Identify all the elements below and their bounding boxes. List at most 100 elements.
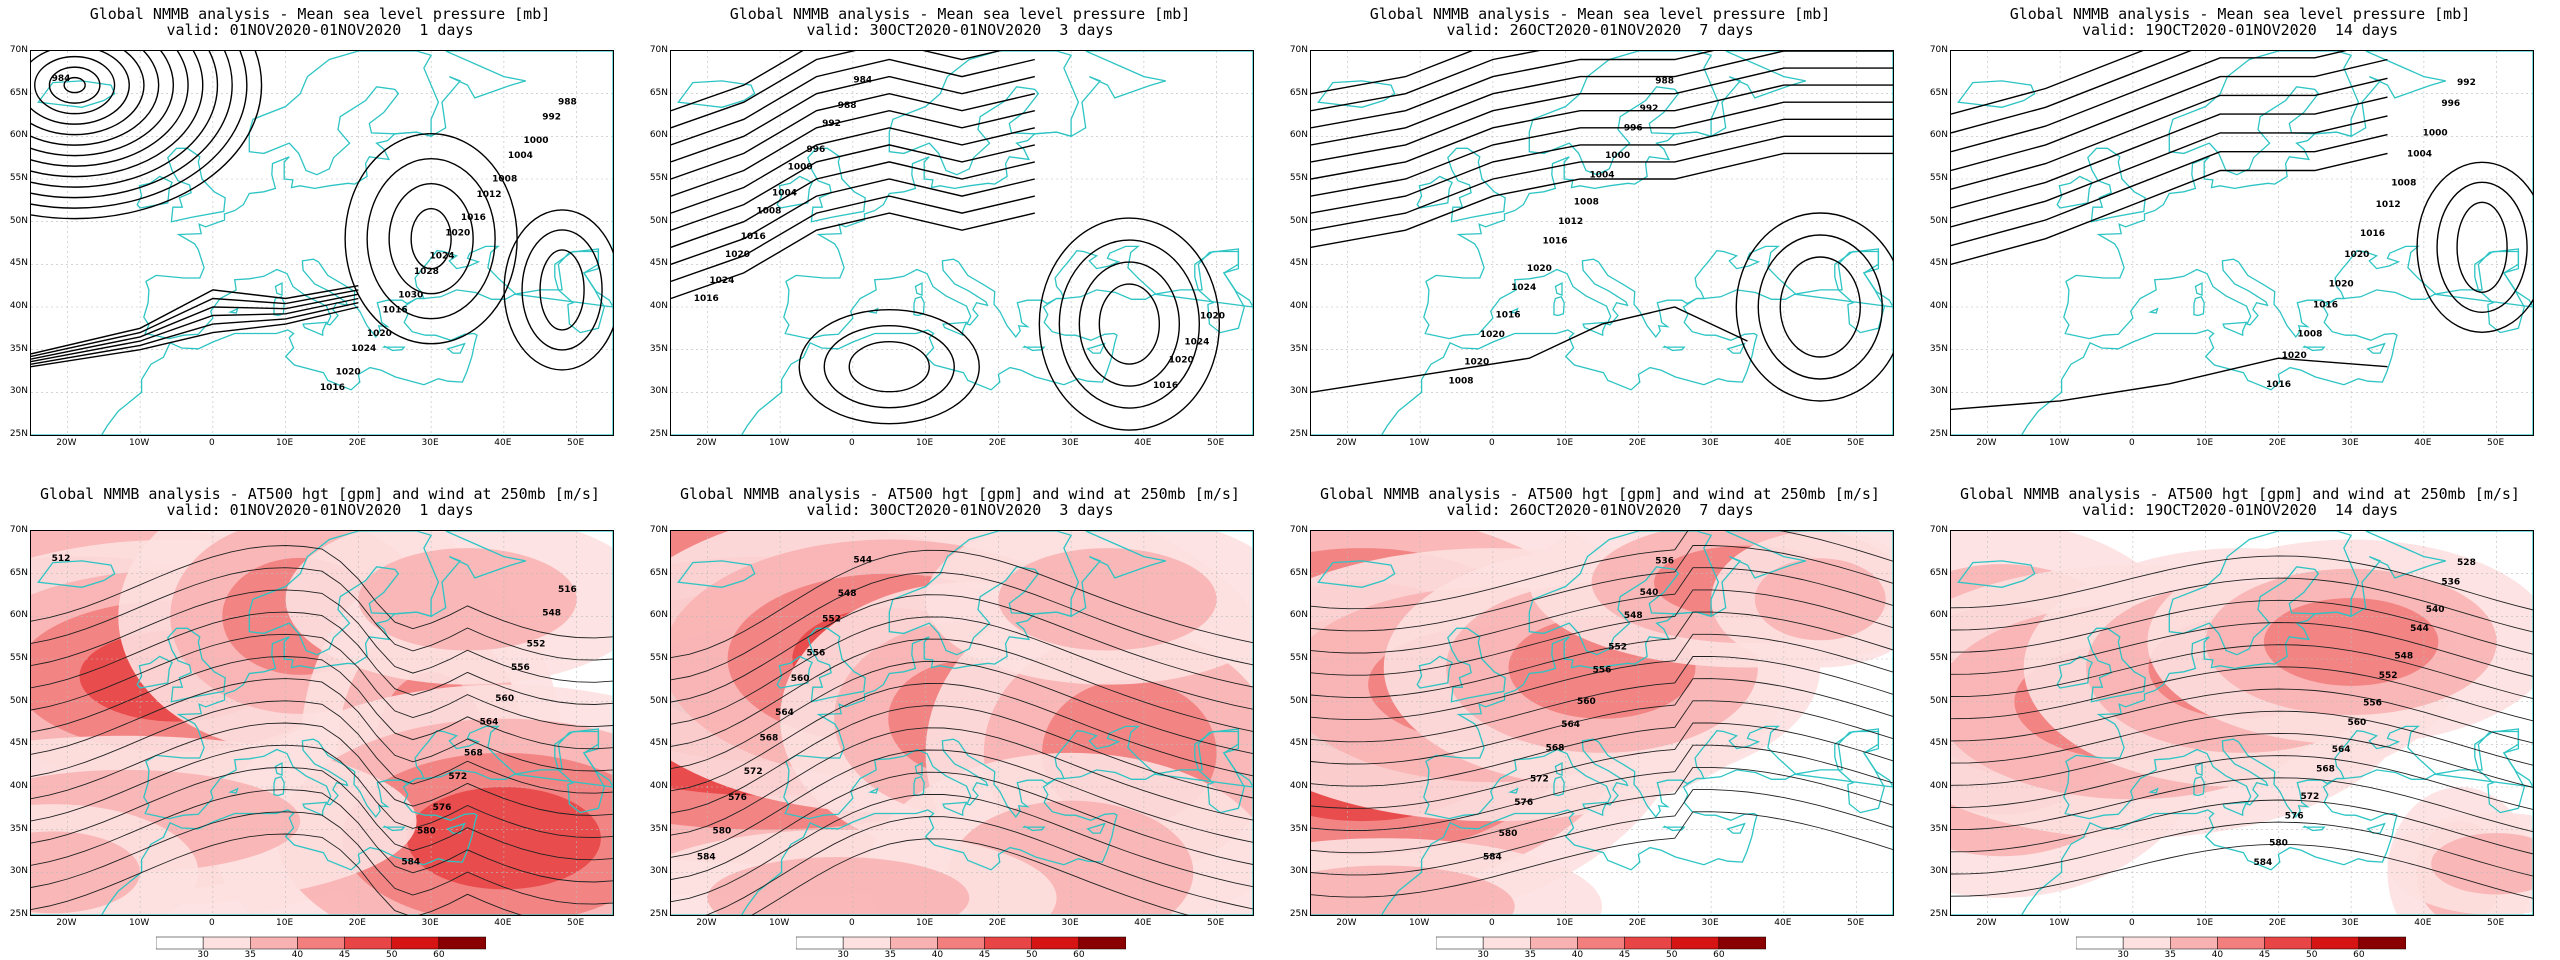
latitude-label: 50N (1289, 695, 1308, 706)
wind-shading (31, 531, 613, 915)
colorbar-label: 30 (197, 950, 209, 960)
contour-label: 584 (401, 858, 420, 868)
contour-label: 992 (1640, 104, 1659, 114)
longitude-label: 20E (1628, 438, 1646, 448)
longitude-label: 10W (128, 438, 150, 448)
contour-label: 1000 (788, 163, 813, 173)
latitude-label: 25N (9, 909, 28, 919)
panel-z500-7days: Global NMMB analysis - AT500 hgt [gpm] a… (1280, 480, 1920, 960)
colorbar-label: 40 (1571, 950, 1584, 960)
latitude-label: 35N (1289, 823, 1308, 834)
panel-valid-period: valid: 19OCT2020-01NOV2020 14 days (2081, 21, 2399, 39)
latitude-label: 35N (649, 343, 668, 354)
latitude-label: 60N (9, 610, 28, 621)
colorbar-segment (796, 936, 844, 950)
contour-label: 1008 (492, 174, 517, 184)
longitude-label: 20E (348, 918, 366, 928)
latitude-label: 35N (1289, 343, 1308, 354)
isobars (31, 51, 613, 371)
contour-label: 1004 (508, 151, 533, 161)
colorbar-label: 30 (2117, 950, 2129, 960)
contour-label: 512 (52, 554, 71, 564)
colorbar-label: 35 (244, 950, 257, 960)
colorbar-segment (1577, 936, 1625, 950)
wind-shading (671, 531, 1253, 915)
panel-title: Global NMMB analysis - Mean sea level pr… (1369, 5, 1831, 23)
longitude-label: 10E (276, 918, 294, 928)
colorbar-label: 30 (1477, 950, 1489, 960)
height-contours (31, 545, 613, 915)
contour-label: 1016 (383, 306, 408, 316)
map-plot-area: 988 992 996 1000 1004 1008 1012 1016 1020 1024 101… (1310, 50, 1894, 436)
latitude-label: 40N (9, 781, 28, 791)
colorbar-label: 50 (385, 950, 398, 960)
contour-label: 536 (1655, 557, 1674, 567)
colorbar-segment (1482, 936, 1531, 950)
contour-label: 1008 (2297, 330, 2322, 340)
colorbar-segment (984, 936, 1032, 950)
colorbar-segment (2217, 936, 2265, 950)
colorbar-segment (391, 936, 440, 950)
map-canvas: 988 992 996 1000 1004 1008 1012 1016 1020 1024 101… (1311, 51, 1893, 435)
contour-label: 548 (838, 589, 857, 599)
latitude-label: 50N (649, 215, 668, 226)
contour-label: 1012 (2376, 200, 2401, 210)
graticule (1311, 531, 1893, 915)
contour-label: 1020 (725, 250, 750, 260)
longitude-label: 10E (916, 918, 934, 928)
longitude-label: 20W (696, 438, 717, 448)
colorbar-segment (2358, 936, 2406, 950)
panel-title: Global NMMB analysis - AT500 hgt [gpm] a… (40, 485, 600, 503)
contour-label: 580 (1499, 829, 1518, 839)
longitude-label: 40E (1134, 918, 1152, 928)
longitude-label: 10W (1408, 918, 1430, 928)
longitude-label: 10E (2196, 438, 2214, 448)
panel-valid-period: valid: 01NOV2020-01NOV2020 1 days (166, 501, 474, 519)
colorbar-segment (1530, 936, 1578, 950)
contour-label: 1012 (477, 190, 502, 200)
contour-label: 568 (1546, 743, 1565, 753)
panel-mslp-7days: Global NMMB analysis - Mean sea level pr… (1280, 0, 1920, 480)
map-plot-area: 984 988 992 996 1000 1004 1008 1016 1020 1024 1016… (670, 50, 1254, 436)
contour-label: 572 (1530, 775, 1549, 785)
colorbar-segment (890, 936, 938, 950)
latitude-label: 35N (9, 343, 28, 354)
latitude-label: 50N (1289, 215, 1308, 226)
contour-label: 568 (759, 734, 778, 744)
longitude-label: 30E (1701, 918, 1719, 928)
contour-label: 516 (558, 585, 577, 595)
panel-mslp-14days: Global NMMB analysis - Mean sea level pr… (1920, 0, 2560, 480)
longitude-label: 10W (768, 438, 790, 448)
contour-label: 1008 (756, 206, 781, 216)
panel-valid-period: valid: 26OCT2020-01NOV2020 7 days (1446, 21, 1754, 39)
contour-label: 544 (853, 555, 872, 565)
contour-label: 576 (1514, 798, 1533, 808)
longitude-label: 30E (421, 918, 439, 928)
latitude-label: 70N (1289, 45, 1308, 55)
contour-label: 1012 (1558, 217, 1583, 227)
contour-label: 560 (791, 674, 810, 684)
latitude-label: 40N (1929, 781, 1948, 791)
contour-label: 572 (2300, 792, 2319, 802)
contour-label: 1016 (2266, 380, 2291, 390)
latitude-label: 60N (649, 610, 668, 621)
latitude-label: 70N (649, 525, 668, 535)
contour-label: 984 (52, 74, 71, 84)
latitude-label: 50N (649, 695, 668, 706)
latitude-label: 25N (1289, 429, 1308, 439)
contour-label: 584 (2253, 858, 2272, 868)
longitude-label: 30E (2341, 918, 2359, 928)
longitude-label: 20W (56, 918, 77, 928)
map-canvas: 512 516 548 552 556 560 564 568 572 576 580 584 (31, 531, 613, 915)
latitude-label: 35N (1929, 343, 1948, 354)
contour-label: 1016 (1153, 381, 1178, 391)
latitude-label: 45N (1929, 738, 1948, 749)
contour-label: 536 (2441, 577, 2460, 587)
colorbar-segment (1671, 936, 1720, 950)
latitude-label: 35N (9, 823, 28, 834)
panel-title: Global NMMB analysis - AT500 hgt [gpm] a… (680, 485, 1240, 503)
longitude-label: 10E (2196, 918, 2214, 928)
longitude-label: 40E (2414, 438, 2432, 448)
contour-label: 1024 (430, 252, 455, 262)
coastlines (1951, 531, 2533, 915)
